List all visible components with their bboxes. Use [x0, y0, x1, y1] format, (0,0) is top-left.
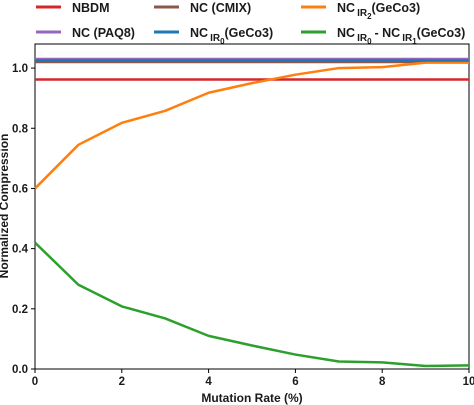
legend-label-nc-paq8: NC (PAQ8) — [72, 26, 135, 40]
axes: 0 2 4 6 8 10 0.0 0.2 0.4 0.6 0.8 1.0 — [12, 63, 474, 388]
x-tick-label-5: 10 — [463, 376, 474, 388]
legend: NBDM NC (CMIX) NC IR2(GeCo3) NC (PAQ8) NC… — [36, 1, 465, 46]
x-tick-label-3: 6 — [292, 376, 298, 388]
x-tick-label-4: 8 — [379, 376, 386, 388]
x-tick-label-2: 4 — [205, 376, 212, 388]
y-tick-label-1: 0.2 — [12, 304, 28, 316]
series-line-nc-ir0-nc-ir1-geco3 — [34, 241, 470, 368]
series-layer — [34, 57, 470, 368]
y-tick-label-3: 0.6 — [12, 183, 28, 195]
legend-label-nbdm: NBDM — [72, 1, 110, 15]
legend-label-nc-ir0-minus-nc-ir1-geco3: NC IR0- NC IR1(GeCo3) — [337, 26, 465, 46]
legend-label-nc-ir2-geco3: NC IR2(GeCo3) — [337, 1, 420, 21]
y-axis-label: Normalized Compression — [0, 134, 11, 279]
y-tick-label-2: 0.4 — [12, 244, 29, 256]
y-tick-label-5: 1.0 — [12, 63, 28, 75]
y-tick-label-4: 0.8 — [12, 123, 29, 135]
series-line-nc-ir2-geco3 — [34, 61, 469, 190]
legend-label-nc-ir0-geco3: NC IR0(GeCo3) — [190, 26, 273, 46]
y-tick-label-0: 0.0 — [12, 364, 28, 376]
x-axis-label: Mutation Rate (%) — [201, 391, 302, 405]
plot-area-frame — [34, 43, 470, 370]
legend-label-nc-cmix: NC (CMIX) — [190, 1, 251, 15]
x-tick-label-0: 0 — [32, 376, 38, 388]
x-tick-label-1: 2 — [119, 376, 125, 388]
